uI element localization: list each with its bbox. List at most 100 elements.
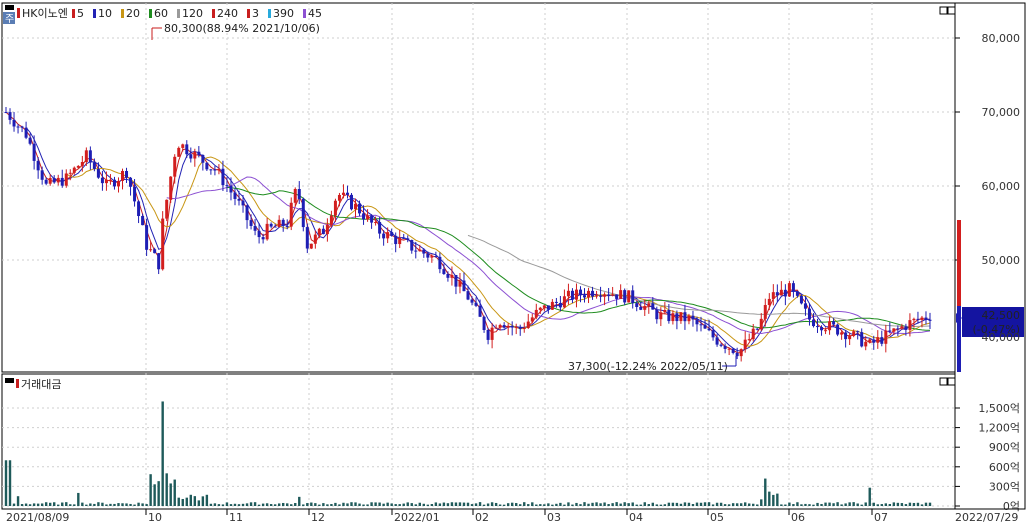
volume-bar bbox=[201, 496, 205, 506]
min-annotation: 37,300(-12.24% 2022/05/11) bbox=[568, 360, 728, 373]
volume-bar bbox=[438, 503, 442, 506]
candle-body bbox=[366, 215, 370, 220]
volume-bar bbox=[221, 504, 225, 506]
ma-20-line bbox=[66, 156, 931, 347]
candle-body bbox=[402, 237, 406, 239]
volume-bar bbox=[595, 502, 598, 506]
candle-body bbox=[747, 339, 751, 341]
volume-bar bbox=[792, 504, 795, 506]
candle-body bbox=[418, 249, 422, 252]
volume-bar bbox=[796, 502, 799, 506]
volume-bar bbox=[683, 502, 687, 506]
candle-body bbox=[486, 329, 490, 340]
panel-menu-icon[interactable] bbox=[5, 5, 14, 10]
volume-bar bbox=[402, 503, 405, 506]
volume-bar bbox=[378, 502, 381, 506]
volume-bar bbox=[53, 502, 56, 506]
volume-bar bbox=[912, 502, 916, 506]
volume-close-icon[interactable] bbox=[947, 377, 956, 386]
volume-bar bbox=[731, 503, 735, 506]
candle-body bbox=[482, 316, 486, 330]
side-icon-box[interactable] bbox=[3, 12, 15, 24]
volume-bar bbox=[277, 503, 281, 506]
volume-bar bbox=[197, 500, 201, 506]
candle-body bbox=[398, 237, 402, 245]
candle-body bbox=[24, 127, 28, 138]
volume-bar bbox=[177, 497, 180, 506]
candle-body bbox=[161, 218, 165, 270]
candle-body bbox=[329, 215, 333, 225]
volume-bar bbox=[760, 499, 763, 506]
volume-bar bbox=[161, 401, 164, 506]
candle-body bbox=[719, 344, 723, 346]
volume-bar bbox=[884, 503, 888, 506]
volume-bar bbox=[450, 502, 454, 506]
candle-body bbox=[309, 243, 313, 249]
candle-body bbox=[583, 295, 587, 298]
candle-body bbox=[189, 154, 193, 159]
candle-body bbox=[518, 326, 522, 329]
volume-title: 거래대금 bbox=[21, 378, 61, 391]
volume-bar bbox=[338, 504, 341, 506]
candle-body bbox=[305, 227, 309, 249]
volume-bar bbox=[330, 504, 333, 506]
volume-bar bbox=[687, 502, 691, 506]
volume-bar bbox=[205, 494, 209, 506]
volume-bar bbox=[366, 504, 369, 506]
candle-body bbox=[201, 154, 205, 163]
current-price-pointer bbox=[956, 313, 962, 323]
volume-tick-label: 1,200억 bbox=[978, 422, 1020, 435]
volume-menu-icon[interactable] bbox=[5, 378, 14, 383]
month-tick-label: 12 bbox=[311, 511, 325, 524]
side-icon-label[interactable]: 주 bbox=[5, 14, 14, 25]
volume-maximize-icon[interactable] bbox=[939, 377, 948, 386]
volume-bar bbox=[916, 502, 920, 506]
volume-bar bbox=[904, 504, 908, 506]
volume-y-ticks: 1,500억 1,200억 900억 600억 300억 0억 bbox=[955, 402, 1020, 513]
volume-bar bbox=[635, 504, 638, 506]
candle-body bbox=[394, 235, 398, 245]
candle-body bbox=[655, 309, 659, 320]
volume-bar bbox=[269, 504, 273, 506]
price-y-ticks: 80,000 70,000 60,000 50,000 bbox=[955, 32, 1020, 267]
candle-body bbox=[675, 313, 679, 322]
candle-body bbox=[799, 295, 803, 304]
candle-body bbox=[16, 126, 20, 128]
candle-body bbox=[795, 291, 799, 296]
candle-body bbox=[446, 274, 450, 278]
volume-bar bbox=[474, 503, 478, 506]
volume-bar bbox=[422, 503, 426, 506]
volume-bar bbox=[462, 502, 466, 506]
volume-bar bbox=[543, 504, 546, 506]
candle-body bbox=[562, 296, 566, 308]
volume-bar bbox=[808, 504, 811, 506]
candle-body bbox=[723, 345, 727, 349]
candle-body bbox=[807, 308, 811, 320]
candle-body bbox=[253, 225, 257, 231]
price-panel-frame bbox=[1, 2, 956, 373]
candle-body bbox=[603, 294, 607, 297]
volume-bar bbox=[615, 502, 618, 506]
volume-bar bbox=[707, 502, 711, 506]
volume-bar bbox=[675, 502, 679, 506]
maximize-icon[interactable] bbox=[939, 6, 948, 15]
candle-body bbox=[245, 205, 249, 221]
candle-body bbox=[574, 289, 578, 300]
volume-bar bbox=[776, 493, 779, 506]
volume-bar bbox=[571, 504, 574, 506]
volume-bar bbox=[398, 504, 401, 506]
volume-bar bbox=[820, 503, 823, 506]
candle-body bbox=[864, 341, 868, 347]
volume-bar bbox=[346, 503, 349, 506]
candle-body bbox=[406, 238, 410, 241]
candle-body bbox=[820, 327, 824, 331]
candle-body bbox=[382, 233, 386, 239]
candle-body bbox=[52, 178, 56, 183]
candle-body bbox=[904, 326, 908, 330]
candle-body bbox=[791, 283, 795, 292]
candle-body bbox=[779, 289, 783, 296]
close-icon[interactable] bbox=[947, 6, 956, 15]
candle-body bbox=[370, 215, 374, 223]
candle-body bbox=[643, 306, 647, 310]
